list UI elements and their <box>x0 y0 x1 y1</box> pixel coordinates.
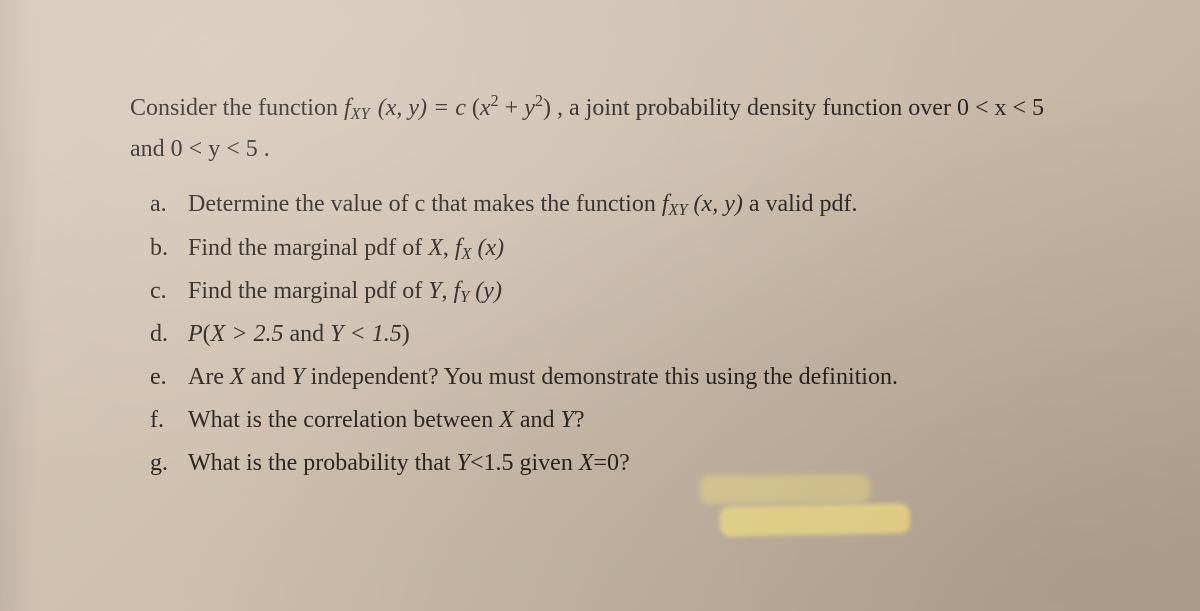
e-X: X <box>230 364 245 390</box>
marker-a: a. <box>150 186 188 223</box>
e-pre: Are <box>188 364 230 390</box>
g-Y: Y <box>457 450 470 476</box>
exp-2a: 2 <box>491 91 499 110</box>
symbol-f: f <box>662 191 669 217</box>
g-pre: What is the probability that <box>188 450 457 476</box>
g-X: X <box>579 450 594 476</box>
d-x-cond: X > 2.5 <box>211 321 284 347</box>
b-pre: Find the marginal pdf of <box>188 235 428 261</box>
a-pre: Determine the value of c that makes the … <box>188 191 662 217</box>
g-given: given <box>514 450 579 476</box>
parts-list: a. Determine the value of c that makes t… <box>150 186 1140 482</box>
plus: + <box>499 95 525 121</box>
intro-period: . <box>258 136 270 162</box>
range-y: 0 < y < 5 <box>171 136 258 162</box>
joint-pdf-definition: fXY (x, y) = c (x2 + y2) <box>344 95 557 121</box>
c-comma: , <box>442 278 454 304</box>
part-a: a. Determine the value of c that makes t… <box>150 186 1140 223</box>
lhs-args: (x, y) = c <box>378 95 466 121</box>
paren-open: ( <box>203 321 211 347</box>
a-func: fXY (x, y) <box>662 191 749 217</box>
exp-2b: 2 <box>535 91 543 110</box>
e-Y: Y <box>291 364 304 390</box>
f-q: ? <box>574 407 585 433</box>
b-args: (x) <box>472 235 505 261</box>
a-post: a valid pdf. <box>749 191 858 217</box>
problem-text: Consider the function fXY (x, y) = c (x2… <box>0 0 1200 483</box>
marker-g: g. <box>150 445 188 482</box>
e-and: and <box>245 364 292 390</box>
a-args: (x, y) <box>688 191 743 217</box>
f-X: X <box>499 407 514 433</box>
c-pre: Find the marginal pdf of <box>188 278 428 304</box>
c-Y: Y <box>428 278 441 304</box>
highlighter-mark <box>720 503 910 536</box>
d-expr: P(X > 2.5 and Y < 1.5) <box>188 321 410 347</box>
part-c: c. Find the marginal pdf of Y, fY (y) <box>150 273 1140 310</box>
subscript-xy: XY <box>669 200 688 219</box>
intro-and: and <box>130 136 171 162</box>
g-lt: <1.5 <box>470 450 514 476</box>
marker-f: f. <box>150 402 188 439</box>
c-args: (y) <box>469 278 502 304</box>
var-y: y <box>524 95 535 121</box>
f-and: and <box>514 407 561 433</box>
symbol-f: f <box>455 235 462 261</box>
g-q: ? <box>619 450 630 476</box>
part-b: b. Find the marginal pdf of X, fX (x) <box>150 230 1140 267</box>
paren-close: ) <box>543 95 551 121</box>
e-post: independent? You must demonstrate this u… <box>305 364 898 390</box>
intro-prefix: Consider the function <box>130 95 344 121</box>
paren-close: ) <box>402 321 410 347</box>
b-X: X <box>428 235 443 261</box>
marker-c: c. <box>150 273 188 310</box>
f-pre: What is the correlation between <box>188 407 499 433</box>
marker-e: e. <box>150 359 188 396</box>
part-e: e. Are X and Y independent? You must dem… <box>150 359 1140 396</box>
paren-open: ( <box>472 95 480 121</box>
symbol-f: f <box>344 95 351 121</box>
b-comma: , <box>443 235 455 261</box>
subscript-x: X <box>462 244 472 263</box>
d-and: and <box>284 321 331 347</box>
g-eq: =0 <box>594 450 620 476</box>
b-func: fX (x) <box>455 235 504 261</box>
marker-b: b. <box>150 230 188 267</box>
subscript-y: Y <box>460 287 469 306</box>
subscript-xy: XY <box>351 104 370 123</box>
marker-d: d. <box>150 316 188 353</box>
range-x: 0 < x < 5 <box>957 95 1044 121</box>
problem-intro: Consider the function fXY (x, y) = c (x2… <box>130 88 1140 168</box>
part-g: g. What is the probability that Y<1.5 gi… <box>150 445 1140 482</box>
var-x: x <box>480 95 491 121</box>
c-func: fY (y) <box>454 278 502 304</box>
part-f: f. What is the correlation between X and… <box>150 402 1140 439</box>
part-d: d. P(X > 2.5 and Y < 1.5) <box>150 316 1140 353</box>
d-y-cond: Y < 1.5 <box>330 321 402 347</box>
f-Y: Y <box>561 407 574 433</box>
symbol-P: P <box>188 321 203 347</box>
intro-mid: , a joint probability density function o… <box>557 95 957 121</box>
